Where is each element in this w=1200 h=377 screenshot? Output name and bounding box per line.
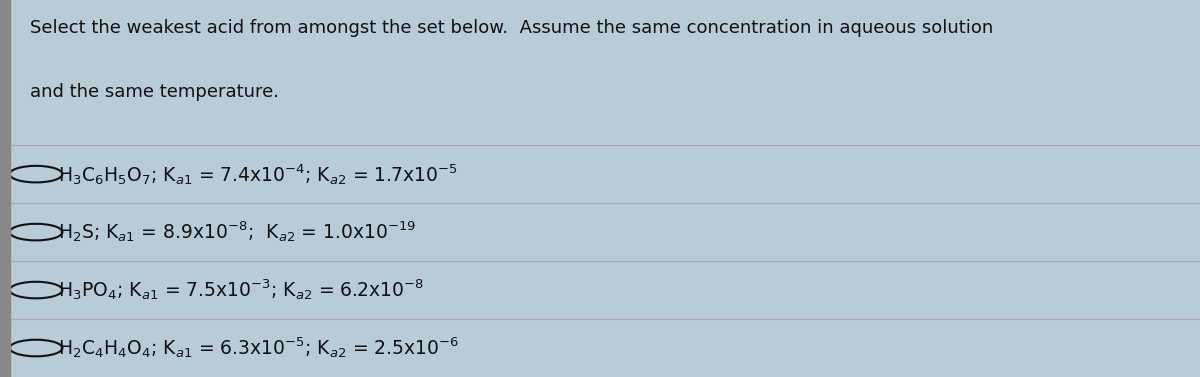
Text: H$_2$S; K$_{a1}$ = 8.9x10$^{-8}$;  K$_{a2}$ = 1.0x10$^{-19}$: H$_2$S; K$_{a1}$ = 8.9x10$^{-8}$; K$_{a2… bbox=[58, 220, 416, 245]
Text: H$_3$C$_6$H$_5$O$_7$; K$_{a1}$ = 7.4x10$^{-4}$; K$_{a2}$ = 1.7x10$^{-5}$: H$_3$C$_6$H$_5$O$_7$; K$_{a1}$ = 7.4x10$… bbox=[58, 162, 457, 187]
Text: and the same temperature.: and the same temperature. bbox=[30, 83, 278, 101]
Text: H$_3$PO$_4$; K$_{a1}$ = 7.5x10$^{-3}$; K$_{a2}$ = 6.2x10$^{-8}$: H$_3$PO$_4$; K$_{a1}$ = 7.5x10$^{-3}$; K… bbox=[58, 277, 424, 302]
Bar bbox=[0, 0, 10, 377]
Text: Select the weakest acid from amongst the set below.  Assume the same concentrati: Select the weakest acid from amongst the… bbox=[30, 19, 994, 37]
Text: H$_2$C$_4$H$_4$O$_4$; K$_{a1}$ = 6.3x10$^{-5}$; K$_{a2}$ = 2.5x10$^{-6}$: H$_2$C$_4$H$_4$O$_4$; K$_{a1}$ = 6.3x10$… bbox=[58, 336, 460, 360]
